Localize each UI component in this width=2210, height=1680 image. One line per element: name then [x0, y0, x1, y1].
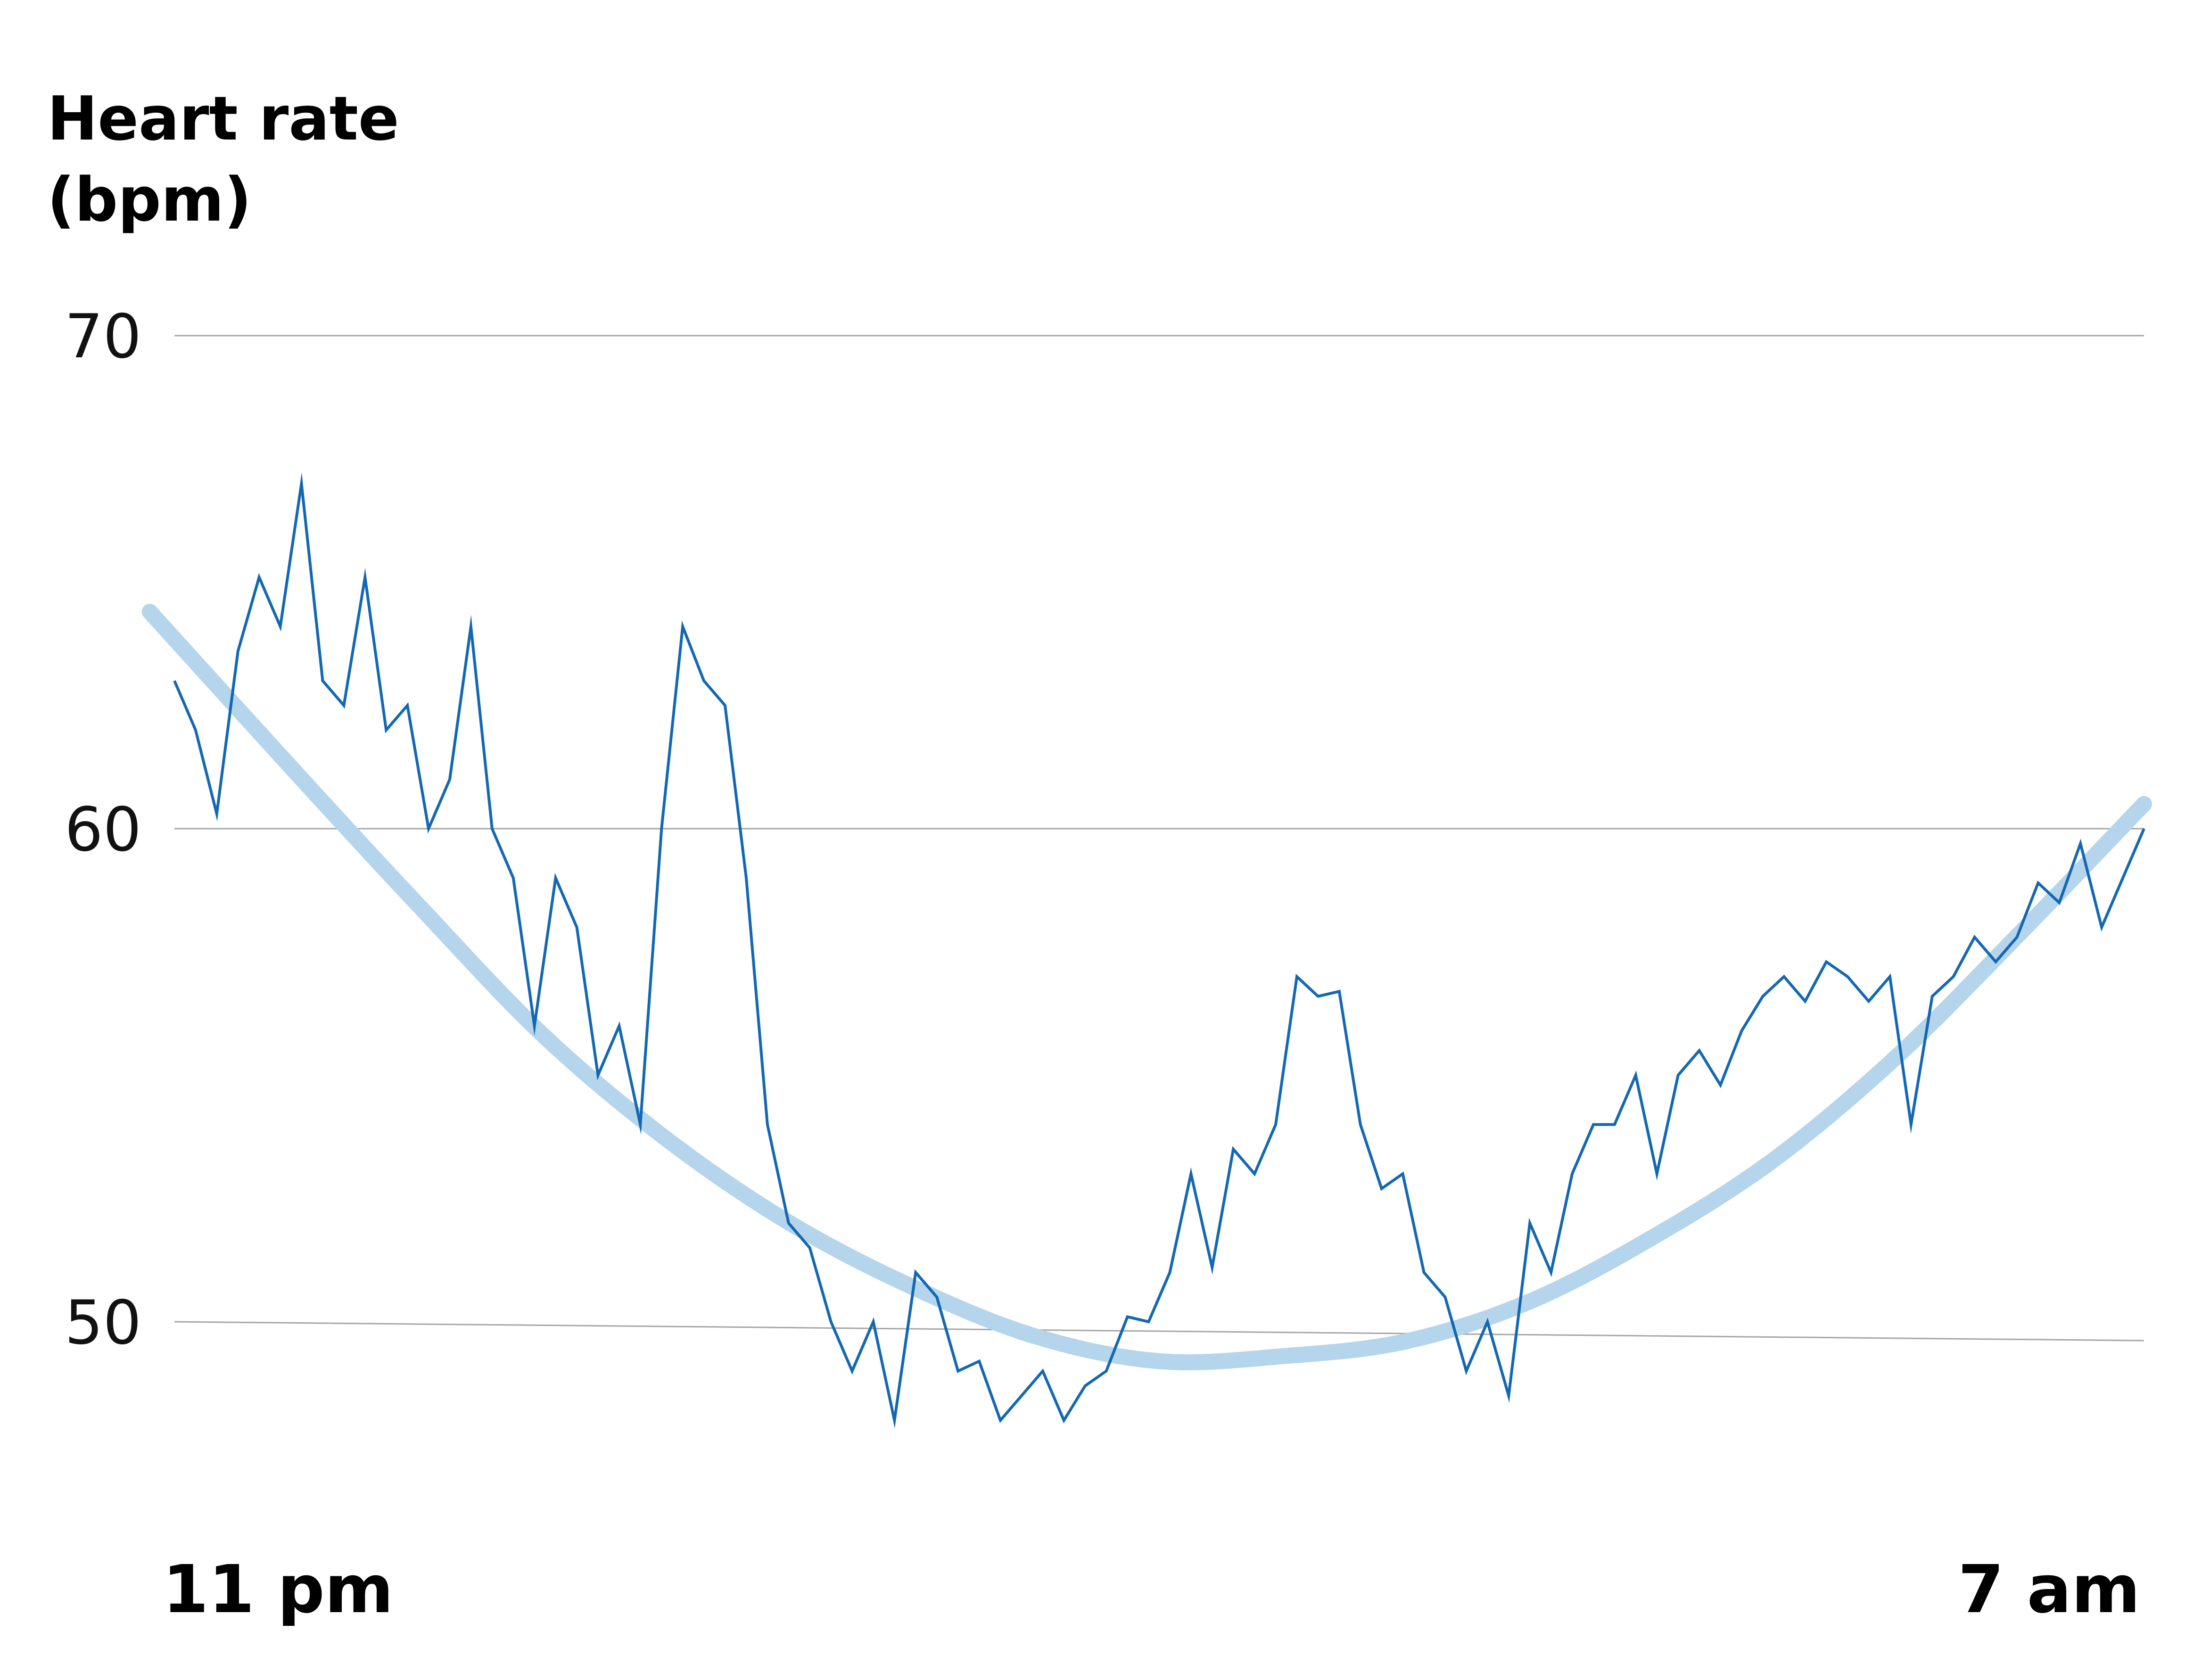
y-tick-label: 50 — [65, 1288, 141, 1358]
y-axis-title-line: Heart rate — [47, 84, 399, 154]
y-axis-title: Heart rate (bpm) — [47, 84, 399, 235]
measured-heart-rate-line — [173, 472, 2145, 1429]
y-tick-label: 60 — [65, 795, 141, 865]
series — [141, 472, 2152, 1429]
y-tick-label: 70 — [65, 302, 141, 372]
trend-line — [141, 603, 2152, 1371]
y-tick-labels: 50 60 70 — [65, 302, 141, 1358]
x-tick-label: 7 am — [1958, 1551, 2140, 1628]
y-axis-title-line: (bpm) — [47, 165, 252, 235]
x-tick-labels: 11 pm 7 am — [163, 1551, 2140, 1628]
gridline — [174, 1321, 2144, 1342]
x-tick-label: 11 pm — [163, 1551, 394, 1628]
gridlines — [174, 335, 2144, 1342]
